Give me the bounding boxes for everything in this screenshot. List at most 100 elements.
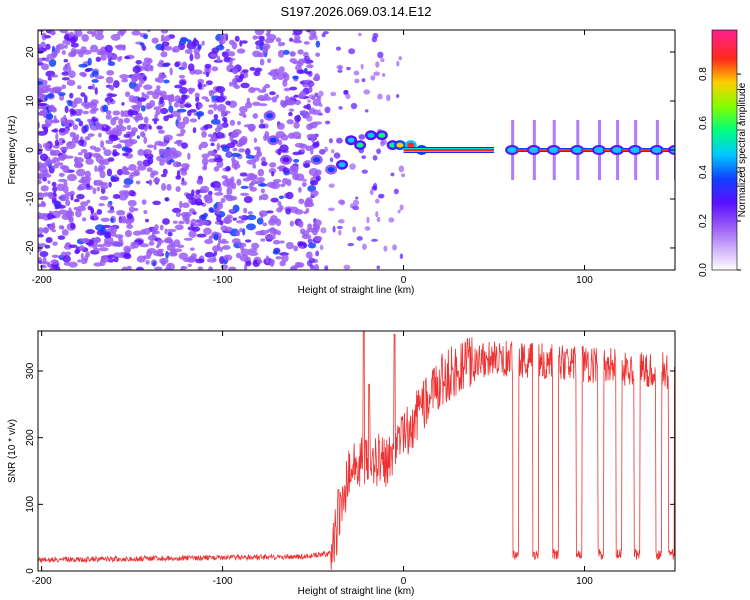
noise-blob bbox=[180, 128, 186, 135]
noise-blob bbox=[276, 72, 285, 81]
noise-blob bbox=[294, 142, 305, 148]
noise-blob bbox=[238, 112, 246, 117]
noise-blob bbox=[266, 210, 274, 214]
noise-blob bbox=[292, 151, 302, 156]
noise-blob bbox=[179, 167, 188, 173]
noise-blob bbox=[301, 182, 307, 187]
pulse-link-core bbox=[622, 149, 631, 151]
noise-blob bbox=[106, 168, 113, 177]
noise-blob bbox=[189, 53, 194, 62]
noise-blob bbox=[211, 180, 221, 189]
noise-blob bbox=[120, 110, 124, 118]
noise-blob bbox=[281, 103, 287, 108]
noise-blob bbox=[172, 45, 181, 53]
noise-blob bbox=[315, 250, 320, 257]
noise-blob bbox=[247, 211, 253, 215]
noise-blob bbox=[244, 148, 251, 156]
noise-blob bbox=[198, 144, 202, 151]
noise-blob bbox=[218, 38, 226, 45]
noise-blob bbox=[58, 92, 66, 97]
noise-blob bbox=[168, 99, 172, 107]
noise-blob bbox=[264, 96, 272, 101]
noise-blob bbox=[376, 216, 381, 223]
noise-blob bbox=[65, 251, 72, 256]
noise-blob bbox=[74, 249, 80, 255]
noise-blob bbox=[55, 132, 59, 141]
noise-blob bbox=[228, 208, 236, 213]
noise-blob bbox=[85, 229, 96, 235]
noise-blob bbox=[152, 92, 160, 100]
noise-blob bbox=[110, 84, 115, 91]
noise-blob bbox=[123, 177, 134, 185]
noise-blob bbox=[194, 52, 201, 60]
noise-blob bbox=[163, 238, 174, 244]
noise-blob bbox=[352, 205, 360, 211]
noise-blob bbox=[257, 52, 265, 58]
noise-blob bbox=[201, 153, 210, 159]
noise-blob bbox=[61, 229, 69, 236]
noise-blob bbox=[306, 115, 313, 122]
noise-blob bbox=[257, 168, 265, 177]
noise-blob bbox=[128, 206, 135, 213]
noise-blob bbox=[305, 251, 313, 259]
noise-blob bbox=[184, 218, 191, 225]
noise-blob bbox=[213, 153, 219, 159]
noise-blob bbox=[51, 181, 57, 187]
noise-blob bbox=[313, 264, 320, 270]
noise-blob bbox=[216, 214, 222, 223]
noise-blob bbox=[183, 237, 193, 241]
noise-blob bbox=[246, 214, 257, 221]
spectrogram-x-label: Height of straight line (km) bbox=[298, 285, 415, 296]
noise-blob bbox=[77, 85, 82, 90]
noise-blob bbox=[287, 132, 295, 139]
noise-blob bbox=[238, 148, 245, 153]
noise-blob bbox=[166, 228, 177, 233]
noise-blob bbox=[309, 134, 319, 138]
noise-blob bbox=[305, 197, 313, 206]
noise-blob bbox=[259, 43, 263, 51]
noise-blob bbox=[192, 127, 197, 134]
noise-blob bbox=[297, 49, 304, 55]
noise-blob bbox=[68, 70, 76, 79]
noise-blob bbox=[231, 238, 241, 244]
noise-blob bbox=[132, 230, 142, 236]
noise-blob bbox=[364, 226, 371, 231]
noise-blob bbox=[107, 61, 116, 67]
noise-blob bbox=[209, 208, 215, 213]
noise-blob bbox=[304, 160, 312, 164]
noise-blob bbox=[209, 138, 216, 142]
noise-blob bbox=[289, 37, 294, 42]
noise-blob bbox=[87, 133, 95, 137]
noise-blob bbox=[121, 78, 129, 83]
noise-blob bbox=[399, 204, 404, 211]
noise-blob bbox=[40, 63, 50, 71]
noise-blob bbox=[158, 73, 167, 79]
noise-blob bbox=[377, 93, 383, 100]
noise-blob bbox=[245, 154, 255, 159]
noise-blob bbox=[188, 87, 194, 95]
noise-blob bbox=[215, 44, 225, 51]
noise-blob bbox=[213, 103, 218, 111]
noise-blob bbox=[195, 110, 205, 117]
noise-blob bbox=[45, 113, 54, 120]
noise-blob bbox=[121, 101, 125, 106]
noise-blob bbox=[285, 208, 291, 215]
noise-blob bbox=[336, 137, 343, 144]
noise-blob bbox=[42, 142, 51, 149]
pulse-link-core bbox=[538, 149, 549, 151]
noise-blob bbox=[269, 91, 276, 96]
noise-blob bbox=[118, 118, 124, 126]
noise-blob bbox=[112, 144, 123, 149]
noise-blob bbox=[355, 196, 359, 200]
noise-blob bbox=[256, 259, 263, 264]
noise-blob bbox=[293, 30, 303, 36]
noise-blob bbox=[73, 97, 83, 104]
noise-blob bbox=[277, 122, 285, 130]
noise-blob bbox=[299, 90, 306, 98]
noise-blob bbox=[75, 118, 81, 122]
noise-blob bbox=[270, 182, 281, 190]
noise-blob bbox=[121, 266, 129, 270]
pulse-mid bbox=[612, 147, 623, 153]
noise-blob bbox=[313, 235, 323, 242]
noise-blob bbox=[103, 124, 107, 129]
